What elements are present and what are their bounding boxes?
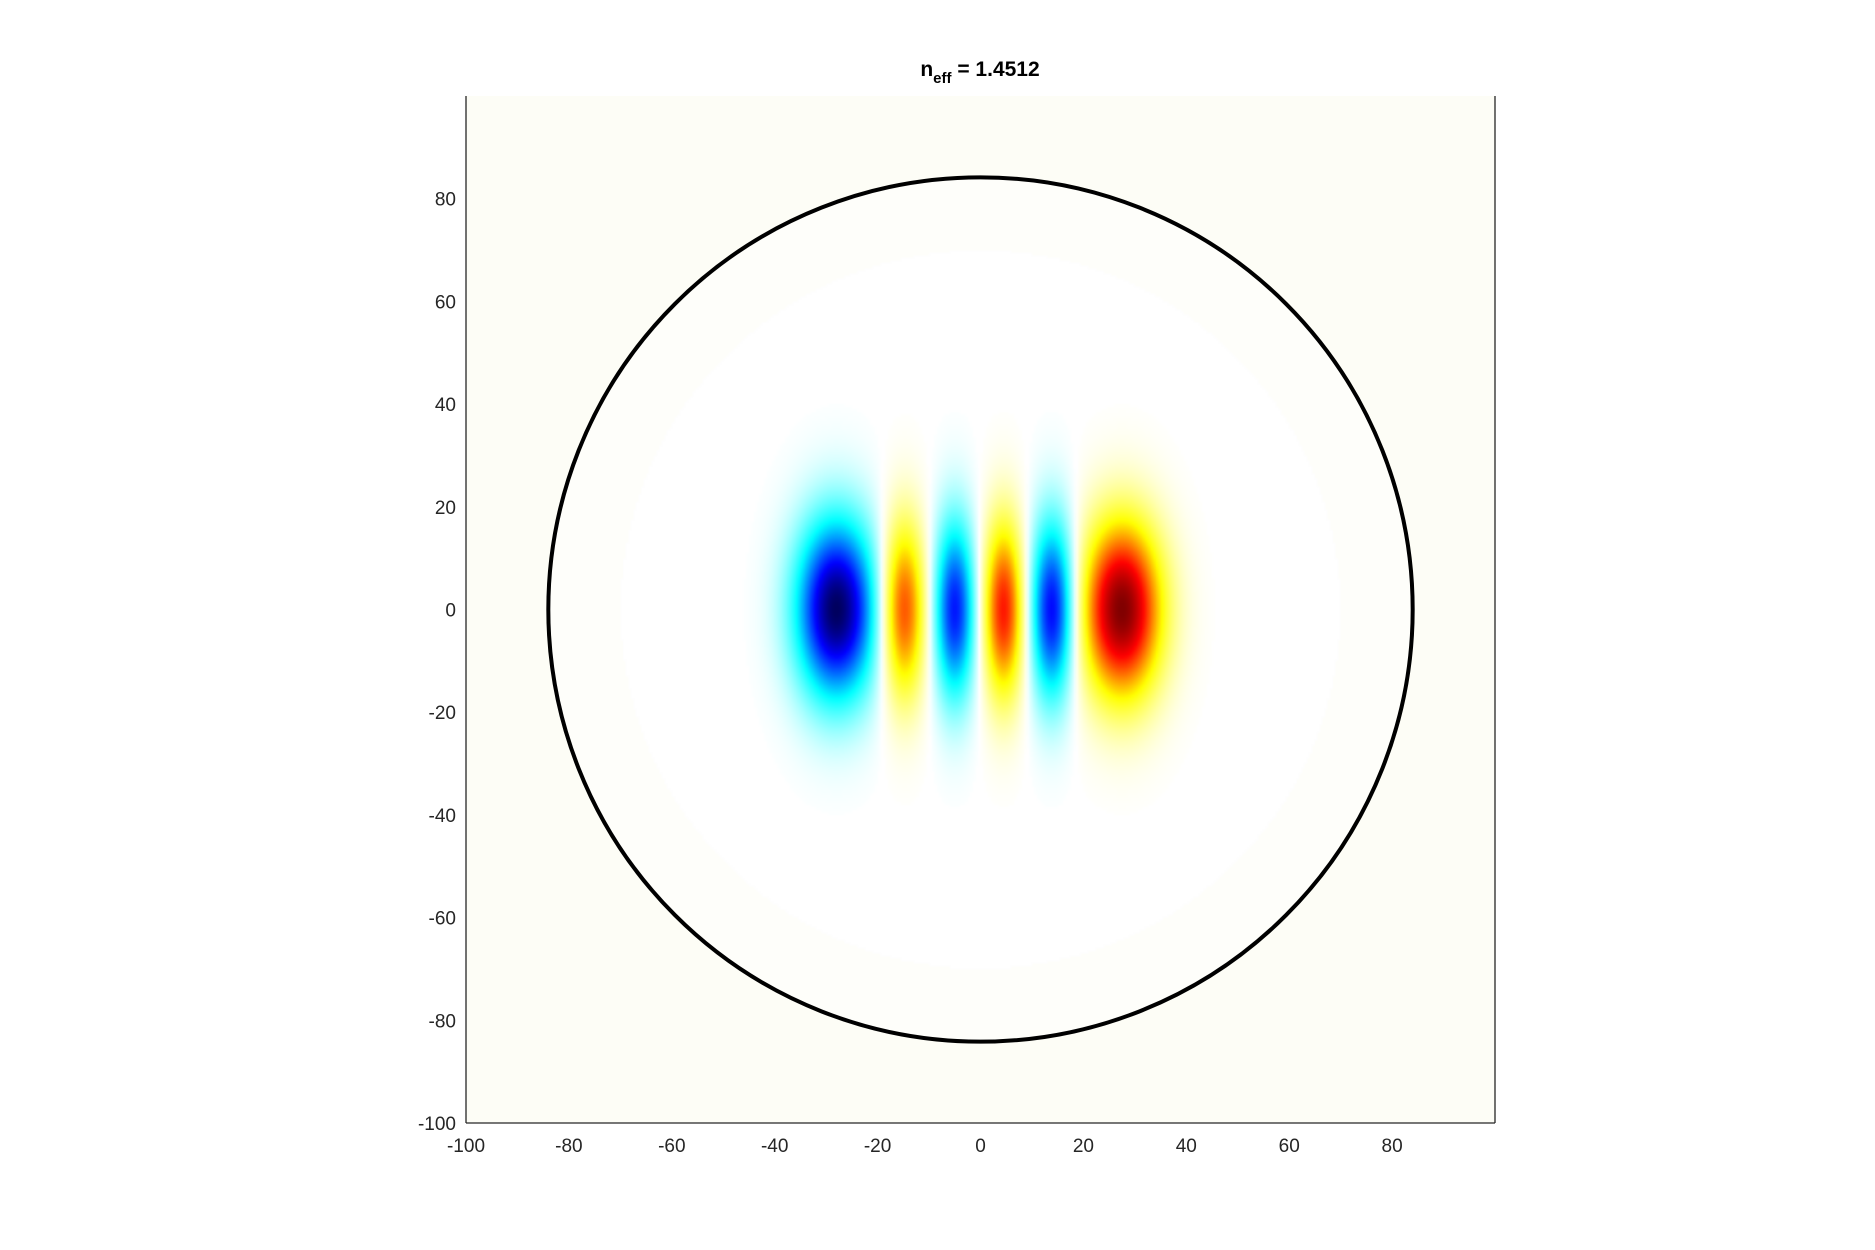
x-tick-label: 0 (975, 1136, 986, 1157)
y-tick-label: 80 (435, 190, 456, 211)
chart-title: neff = 1.4512 (920, 58, 1039, 87)
x-tick-label: 20 (1073, 1136, 1094, 1157)
y-tick-label: -60 (429, 909, 456, 930)
boundary-circle (546, 175, 1415, 1044)
x-tick-label: -80 (555, 1136, 582, 1157)
y-tick-label: -100 (418, 1114, 456, 1135)
y-tick-label: 0 (445, 601, 456, 622)
y-tick-label: -40 (429, 806, 456, 827)
y-ticks: -100 -80 -60 -40 -20 0 20 40 60 80 (418, 190, 456, 1135)
title-base: n (920, 58, 933, 81)
x-ticks: -100 -80 -60 -40 -20 0 20 40 60 80 (447, 1136, 1403, 1157)
x-tick-label: -100 (447, 1136, 485, 1157)
x-tick-label: 60 (1279, 1136, 1300, 1157)
x-tick-label: 80 (1382, 1136, 1403, 1157)
x-tick-label: -60 (658, 1136, 685, 1157)
y-tick-label: -20 (429, 703, 456, 724)
x-tick-label: -20 (864, 1136, 891, 1157)
x-tick-label: -40 (761, 1136, 788, 1157)
field-heatmap (466, 96, 1495, 1123)
x-tick-label: 40 (1176, 1136, 1197, 1157)
title-rest: = 1.4512 (952, 58, 1040, 81)
y-tick-label: 40 (435, 395, 456, 416)
y-tick-label: 60 (435, 292, 456, 313)
y-tick-label: -80 (429, 1011, 456, 1032)
title-subscript: eff (933, 70, 952, 87)
y-tick-label: 20 (435, 498, 456, 519)
